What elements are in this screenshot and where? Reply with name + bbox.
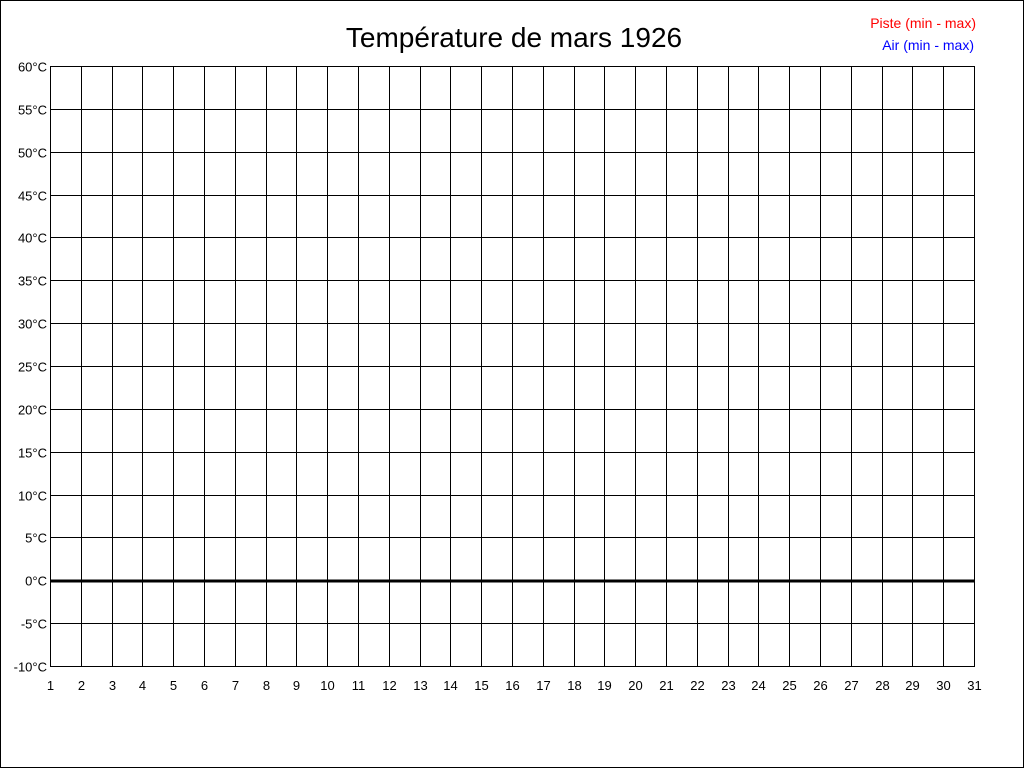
y-tick-label: 60°C: [18, 60, 47, 75]
x-tick-label: 28: [875, 678, 889, 693]
y-tick-label: 30°C: [18, 317, 47, 332]
y-tick-label: 10°C: [18, 489, 47, 504]
y-tick-label: -10°C: [14, 660, 47, 675]
y-tick-label: 45°C: [18, 189, 47, 204]
x-tick-label: 18: [567, 678, 581, 693]
x-tick-label: 12: [382, 678, 396, 693]
x-tick-label: 22: [690, 678, 704, 693]
x-tick-label: 21: [659, 678, 673, 693]
x-tick-label: 8: [263, 678, 270, 693]
x-tick-label: 7: [232, 678, 239, 693]
x-tick-label: 29: [905, 678, 919, 693]
y-tick-label: 25°C: [18, 360, 47, 375]
x-tick-label: 15: [474, 678, 488, 693]
x-tick-label: 3: [109, 678, 116, 693]
legend-air: Air (min - max): [882, 37, 974, 53]
x-tick-label: 27: [844, 678, 858, 693]
chart-title: Température de mars 1926: [346, 22, 682, 53]
y-tick-label: 50°C: [18, 146, 47, 161]
x-tick-label: 26: [813, 678, 827, 693]
y-axis: -10°C -5°C 0°C 5°C 10°C 15°C 20°C 25°C 30°C 35°C 4…: [14, 60, 47, 675]
y-tick-label: -5°C: [21, 617, 47, 632]
x-tick-label: 1: [47, 678, 54, 693]
x-tick-label: 4: [139, 678, 146, 693]
y-tick-label: 20°C: [18, 403, 47, 418]
y-tick-label: 15°C: [18, 446, 47, 461]
grid: [50, 66, 975, 667]
x-axis: 1 2 3 4 5 6 7 8 9 10 11 12 13 14 15 16 17 18 19 20 21 22 23 24 2…: [47, 678, 982, 693]
y-tick-label: 0°C: [25, 574, 47, 589]
y-tick-label: 55°C: [18, 103, 47, 118]
x-tick-label: 16: [505, 678, 519, 693]
legend-piste: Piste (min - max): [870, 15, 976, 31]
y-tick-label: 5°C: [25, 531, 47, 546]
y-tick-label: 40°C: [18, 231, 47, 246]
x-tick-label: 23: [721, 678, 735, 693]
y-tick-label: 35°C: [18, 274, 47, 289]
x-tick-label: 5: [170, 678, 177, 693]
x-tick-label: 6: [201, 678, 208, 693]
x-tick-label: 19: [597, 678, 611, 693]
x-tick-label: 17: [536, 678, 550, 693]
x-tick-label: 13: [413, 678, 427, 693]
x-tick-label: 24: [751, 678, 765, 693]
x-tick-label: 30: [936, 678, 950, 693]
x-tick-label: 14: [443, 678, 457, 693]
x-tick-label: 2: [78, 678, 85, 693]
x-tick-label: 11: [352, 678, 366, 693]
x-tick-label: 25: [782, 678, 796, 693]
x-tick-label: 9: [293, 678, 300, 693]
x-tick-label: 10: [320, 678, 334, 693]
x-tick-label: 20: [628, 678, 642, 693]
x-tick-label: 31: [967, 678, 981, 693]
